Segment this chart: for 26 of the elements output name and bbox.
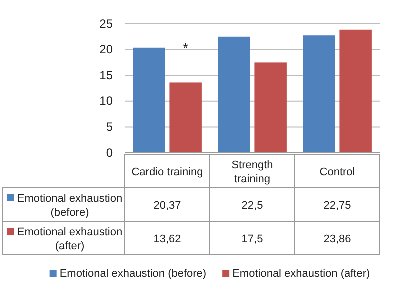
data-label: 23,86 (324, 234, 352, 246)
text: Emotional exhaustion (after) (232, 268, 370, 280)
y-tick-label: 15 (100, 68, 114, 82)
text: Emotional exhaustion (before) (60, 268, 207, 280)
y-tick-label: 5 (106, 120, 114, 134)
bar (170, 82, 202, 153)
x-tick-label: Control (320, 166, 356, 178)
data-label: 13,62 (154, 234, 182, 246)
bar (133, 48, 166, 153)
y-tick-label: 0 (106, 146, 114, 160)
legend-label: Emotional exhaustion (after) (17, 226, 123, 252)
y-tick-label: 20 (100, 42, 114, 57)
x-tick-label: Cardio training (132, 166, 204, 178)
data-label: 22,75 (324, 200, 352, 212)
bar (218, 36, 250, 153)
y-tick-label: 25 (100, 16, 114, 31)
bar (254, 62, 287, 153)
data-label: 22,5 (242, 200, 264, 212)
x-tick-label: Strength training (232, 160, 274, 186)
data-label: 17,5 (242, 234, 264, 246)
bar (303, 36, 336, 153)
data-label: 20,37 (154, 200, 182, 212)
annotation: * (183, 40, 188, 56)
bar (340, 30, 372, 153)
y-tick-label: 10 (100, 94, 114, 108)
legend-label: Emotional exhaustion (before) (17, 193, 123, 219)
